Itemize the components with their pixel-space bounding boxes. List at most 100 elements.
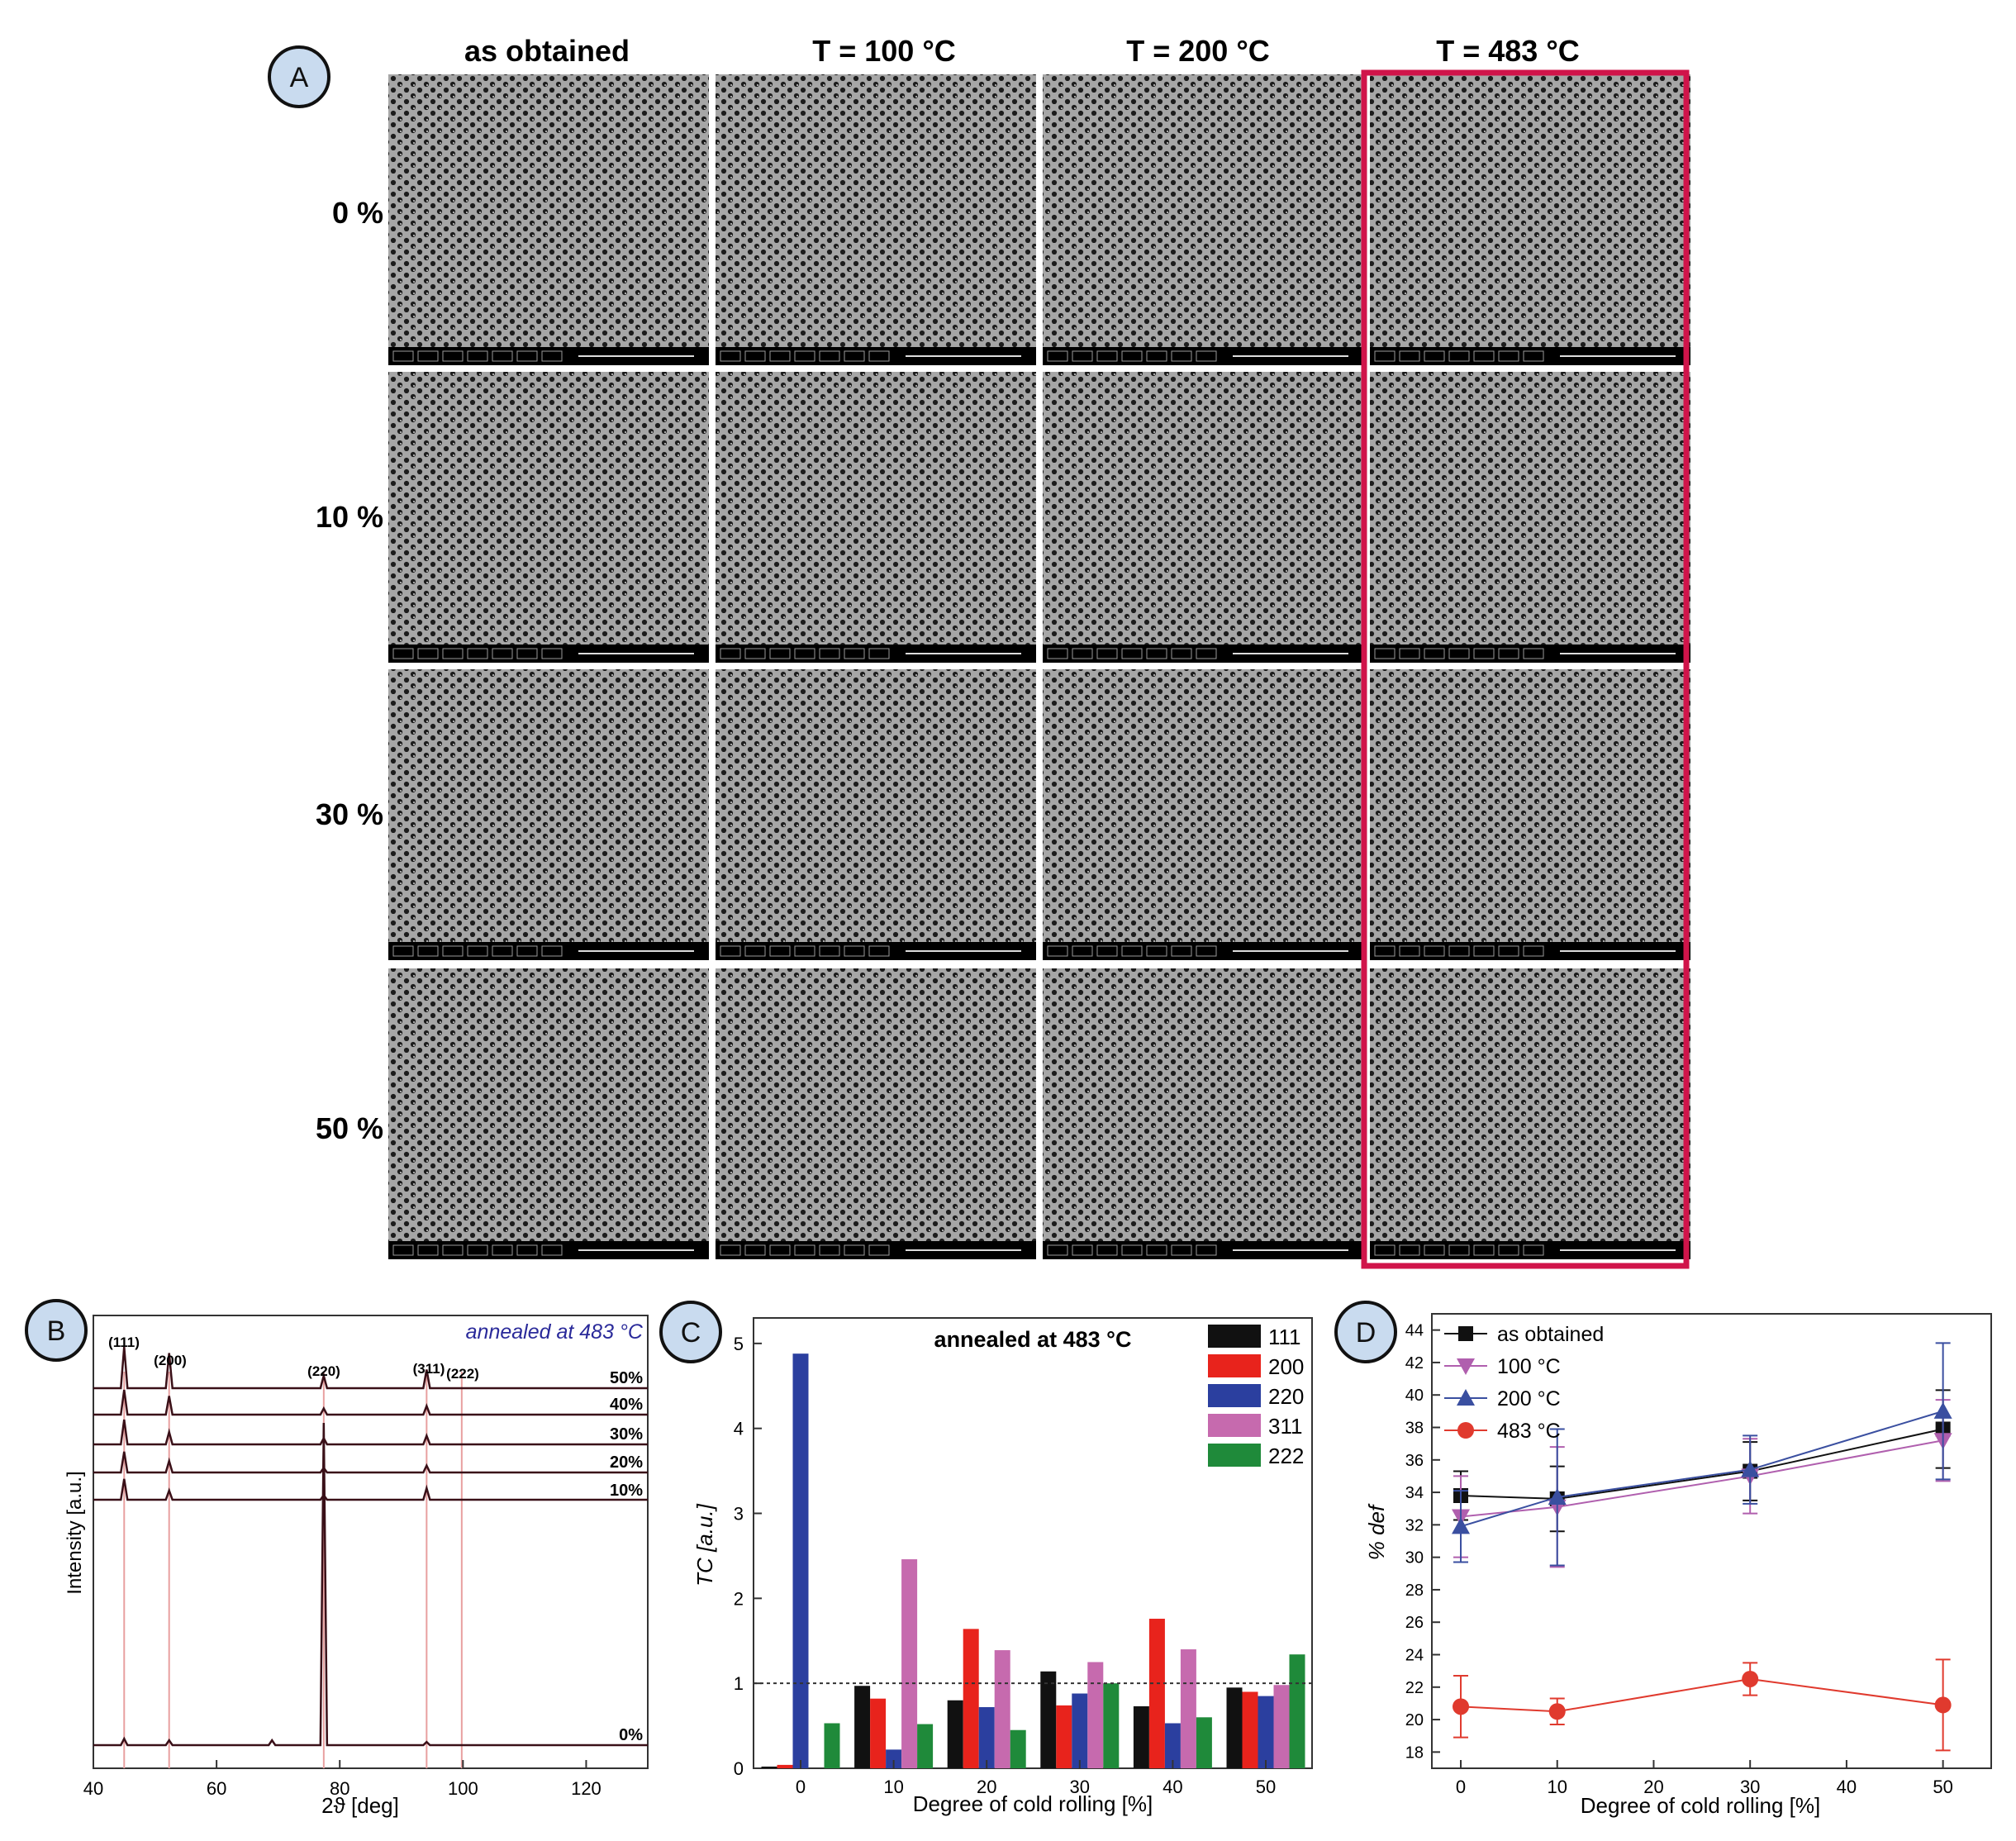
data-point <box>1452 1517 1471 1534</box>
sem-info-cell <box>1473 648 1495 659</box>
bar-200 <box>1242 1691 1258 1768</box>
sem-info-cell <box>844 1244 865 1256</box>
sem-info-cell <box>417 945 439 957</box>
panel-a-badge-circle <box>268 45 330 108</box>
sem-info-cell <box>744 1244 766 1256</box>
bar-220 <box>1258 1696 1274 1768</box>
series-line <box>1460 1410 1943 1528</box>
bar-222 <box>1010 1729 1026 1768</box>
bar-220 <box>886 1749 902 1768</box>
xrd-trace <box>93 1478 648 1501</box>
sem-info-cell <box>1374 1244 1396 1256</box>
data-point <box>1934 1696 1952 1714</box>
y-tick-label: 4 <box>734 1419 744 1439</box>
column-header: T = 200 °C <box>1126 34 1269 68</box>
sem-image <box>716 968 1036 1259</box>
y-tick-label: 44 <box>1405 1322 1424 1340</box>
series-line <box>1460 1677 1943 1713</box>
bar-111 <box>1226 1687 1243 1768</box>
row-header: 30 % <box>316 797 383 831</box>
sem-info-cell <box>868 350 890 362</box>
sem-info-cell <box>417 350 439 362</box>
sem-info-cell <box>794 1244 815 1256</box>
bar-222 <box>1289 1654 1305 1768</box>
legend-swatch <box>1208 1414 1261 1437</box>
sem-info-cell <box>819 648 840 659</box>
x-tick-label: 10 <box>883 1777 903 1797</box>
sem-info-cell <box>1072 648 1093 659</box>
plot-frame <box>1431 1313 1992 1769</box>
sem-image <box>1043 669 1363 960</box>
sem-image <box>716 669 1036 960</box>
bar-220 <box>792 1353 809 1768</box>
sem-info-cell <box>1399 945 1420 957</box>
sem-info-cell <box>467 350 488 362</box>
y-axis-label: % def <box>1364 1503 1389 1560</box>
x-tick-label: 60 <box>207 1778 226 1799</box>
sem-info-cell <box>1498 350 1519 362</box>
sem-info-cell <box>769 1244 791 1256</box>
sem-image <box>388 74 709 365</box>
sem-info-cell <box>1096 1244 1118 1256</box>
sem-info-cell <box>1448 648 1470 659</box>
series-line <box>1460 1428 1943 1500</box>
row-header: 0 % <box>332 196 383 230</box>
sem-info-cell <box>1196 1244 1217 1256</box>
y-tick-label: 30 <box>1405 1549 1424 1567</box>
peak-label: (220) <box>307 1363 340 1379</box>
annotation: annealed at 483 °C <box>466 1320 644 1344</box>
sem-info-cell <box>769 350 791 362</box>
sem-info-cell <box>1473 1244 1495 1256</box>
bar-111 <box>947 1700 963 1768</box>
bar-200 <box>1148 1619 1165 1768</box>
y-tick-label: 40 <box>1405 1387 1424 1405</box>
sem-info-cell <box>1047 1244 1068 1256</box>
sem-info-cell <box>1171 945 1192 957</box>
legend-marker <box>1457 1389 1475 1406</box>
y-tick-label: 2 <box>734 1588 744 1609</box>
sem-info-cell <box>1121 1244 1143 1256</box>
sem-info-cell <box>1171 350 1192 362</box>
trace-label: 0% <box>619 1726 643 1744</box>
trace-label: 40% <box>610 1396 643 1414</box>
sem-info-cell <box>1072 1244 1093 1256</box>
x-tick-label: 40 <box>1163 1777 1182 1797</box>
peak-label: (222) <box>446 1366 479 1382</box>
sem-info-cell <box>1523 1244 1544 1256</box>
bar-111 <box>1040 1671 1057 1768</box>
sem-info-cell <box>516 1244 538 1256</box>
sem-info-cell <box>1096 945 1118 957</box>
sem-info-cell <box>1146 350 1167 362</box>
xrd-trace <box>93 1451 648 1474</box>
sem-info-cell <box>541 350 563 362</box>
sem-info-cell <box>720 350 741 362</box>
x-tick-label: 20 <box>1643 1777 1663 1797</box>
sem-info-cell <box>1399 350 1420 362</box>
legend-swatch <box>1208 1354 1261 1377</box>
bar-222 <box>917 1724 934 1768</box>
legend-label: 222 <box>1268 1444 1304 1468</box>
column-header: T = 100 °C <box>812 34 955 68</box>
y-axis-label: TC [a.u.] <box>692 1503 717 1586</box>
peak-label: (200) <box>154 1353 187 1368</box>
data-point <box>1933 1401 1952 1419</box>
x-axis-label: Degree of cold rolling [%] <box>1581 1793 1820 1818</box>
x-tick-label: 40 <box>83 1778 103 1799</box>
bar-220 <box>1164 1723 1181 1768</box>
sem-image <box>388 372 709 663</box>
sem-info-cell <box>1448 350 1470 362</box>
y-tick-label: 34 <box>1405 1484 1424 1502</box>
sem-info-cell <box>1121 945 1143 957</box>
panel-c-badge-letter: C <box>681 1317 701 1349</box>
y-tick-label: 38 <box>1405 1420 1424 1438</box>
sem-info-cell <box>1523 350 1544 362</box>
panel-c-badge-circle <box>659 1301 722 1363</box>
sem-info-cell <box>392 1244 414 1256</box>
sem-info-cell <box>541 648 563 659</box>
sem-info-cell <box>720 648 741 659</box>
sem-info-cell <box>1121 648 1143 659</box>
x-tick-label: 100 <box>448 1778 478 1799</box>
bar-200 <box>963 1629 979 1768</box>
sem-info-cell <box>720 945 741 957</box>
sem-info-cell <box>1196 945 1217 957</box>
